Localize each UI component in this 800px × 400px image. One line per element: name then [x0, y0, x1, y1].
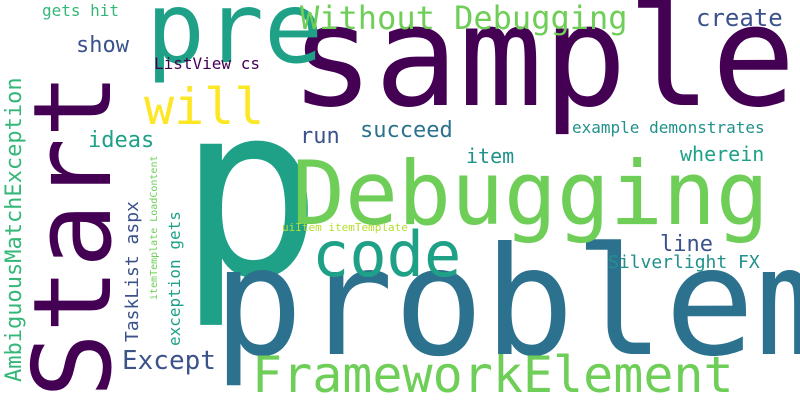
word-pre: pre: [146, 0, 324, 86]
word-debugging: Debugging: [292, 142, 769, 245]
word-listview-cs: ListView cs: [154, 54, 260, 73]
word-sample: sample: [290, 0, 796, 139]
word-will: will: [144, 78, 265, 136]
word-line: line: [660, 232, 713, 257]
word-wherein: wherein: [680, 142, 765, 166]
word-example-demonstrates: example demonstrates: [572, 118, 765, 137]
word-run: run: [300, 124, 340, 149]
word-p: p: [178, 52, 323, 332]
word-ambiguous-match-exception: AmbiguousMatchException: [2, 77, 27, 382]
word-start: Start: [11, 72, 136, 398]
word-succeed: succeed: [360, 118, 453, 143]
word-without-debugging: Without Debugging: [300, 0, 628, 37]
word-show: show: [76, 33, 129, 58]
word-code: code: [312, 218, 462, 291]
word-silverlight-fx: Silverlight FX: [608, 252, 760, 273]
word-tasklist-aspx: TaskList aspx: [122, 201, 143, 342]
word-uiitem-itemtemplate: uiItem itemTemplate: [282, 221, 408, 234]
word-exception-gets: exception gets: [165, 211, 184, 346]
word-create: create: [696, 4, 783, 32]
word-itemtemplate-loadcontent: itemTemplate LoadContent: [149, 155, 160, 301]
word-ideas: ideas: [88, 128, 155, 153]
word-framework-element: FrameworkElement: [252, 346, 734, 400]
word-problem: problem: [213, 216, 800, 390]
word-item: item: [466, 144, 515, 168]
word-except: Except: [122, 346, 216, 376]
word-gets-hit: gets hit: [42, 1, 120, 20]
